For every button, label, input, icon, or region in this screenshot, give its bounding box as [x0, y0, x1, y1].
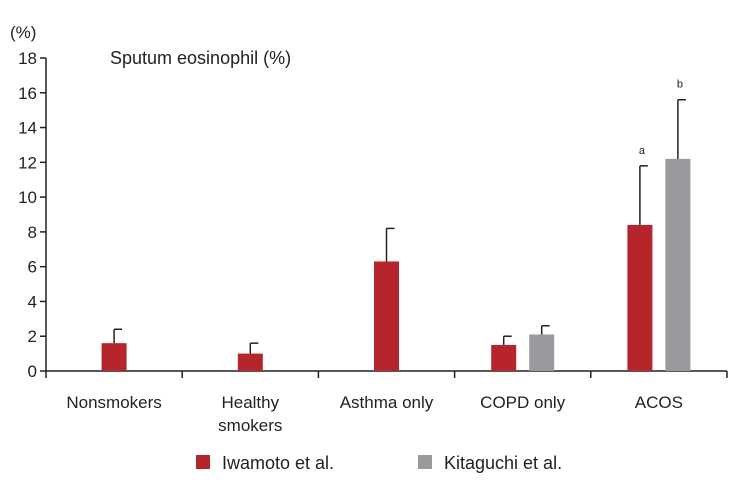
bar: [665, 158, 691, 371]
y-tick-label: 14: [18, 119, 37, 138]
bar: [491, 344, 517, 371]
x-category-label: Healthy: [221, 393, 279, 412]
x-category-label: Nonsmokers: [66, 393, 161, 412]
y-tick-label: 12: [18, 153, 37, 172]
significance-annotation: a: [639, 145, 646, 157]
x-category-label: ACOS: [635, 393, 683, 412]
legend-label: Iwamoto et al.: [222, 453, 334, 473]
legend-label: Kitaguchi et al.: [444, 453, 562, 473]
legend-swatch: [418, 455, 432, 469]
y-tick-label: 0: [28, 362, 37, 381]
bar: [627, 224, 653, 371]
bars-group: ab: [101, 79, 691, 371]
legend-swatch: [196, 455, 210, 469]
significance-annotation: b: [677, 79, 683, 91]
y-tick-label: 10: [18, 188, 37, 207]
y-tick-label: 6: [28, 258, 37, 277]
y-tick-label: 8: [28, 223, 37, 242]
bar: [374, 261, 399, 371]
y-tick-label: 4: [28, 292, 37, 311]
y-unit-label: (%): [10, 23, 36, 42]
y-tick-label: 18: [18, 49, 37, 68]
bar: [237, 353, 263, 371]
y-tick-label: 16: [18, 84, 37, 103]
y-tick-label: 2: [28, 327, 37, 346]
bar: [529, 334, 555, 371]
bar: [101, 343, 127, 371]
x-category-label: Asthma only: [340, 393, 434, 412]
x-category-label: COPD only: [480, 393, 566, 412]
legend: Iwamoto et al. Kitaguchi et al.: [196, 453, 562, 473]
x-category-label: smokers: [218, 416, 282, 435]
chart-title: Sputum eosinophil (%): [110, 48, 291, 68]
axes: 0 2 4 6 8 10 12 14 16 18 Nonsmokers Healthy smokers A…: [18, 49, 728, 435]
